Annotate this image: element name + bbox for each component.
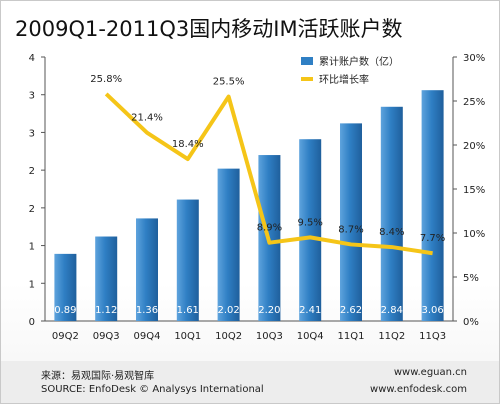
bar-value-label: 2.20 bbox=[258, 305, 280, 316]
growth-rate-label: 25.5% bbox=[213, 77, 245, 88]
bar-09Q2 bbox=[54, 253, 77, 321]
left-tick-label: 2 bbox=[29, 204, 35, 215]
growth-rate-label: 8.4% bbox=[379, 227, 404, 238]
right-tick-label: 25% bbox=[463, 97, 485, 108]
legend-line-label: 环比增长率 bbox=[319, 73, 369, 86]
bar-value-label: 2.62 bbox=[340, 305, 362, 316]
right-tick-label: 30% bbox=[463, 53, 485, 64]
bar-value-label: 2.41 bbox=[299, 305, 321, 316]
category-label: 10Q1 bbox=[174, 331, 201, 342]
growth-rate-label: 8.9% bbox=[257, 223, 282, 234]
url-enfodesk: www.enfodesk.com bbox=[370, 384, 467, 395]
footer-band bbox=[1, 361, 499, 403]
chart-title: 2009Q1-2011Q3国内移动IM活跃账户数 bbox=[15, 17, 403, 41]
chart-svg: 0 1 1 2 2 3 3 4 0% 5% 10% 15% 20% 25% 30% 0.89 09Q2 1.12 0… bbox=[29, 53, 486, 342]
source-cn: 来源：易观国际·易观智库 bbox=[41, 371, 155, 382]
category-label: 10Q2 bbox=[215, 331, 242, 342]
category-label: 11Q3 bbox=[419, 331, 446, 342]
bar-11Q1 bbox=[340, 123, 362, 322]
bar-11Q3 bbox=[421, 90, 444, 321]
category-label: 09Q4 bbox=[134, 331, 161, 342]
right-tick-label: 5% bbox=[463, 273, 479, 284]
right-tick-label: 20% bbox=[463, 141, 485, 152]
left-tick-label: 4 bbox=[29, 53, 35, 64]
growth-rate-label: 8.7% bbox=[338, 224, 363, 235]
growth-rate-label: 7.7% bbox=[420, 233, 445, 244]
bar-10Q4 bbox=[299, 139, 322, 321]
bar-10Q2 bbox=[217, 168, 240, 321]
growth-rate-line bbox=[104, 92, 433, 256]
growth-rate-label: 9.5% bbox=[297, 217, 322, 228]
right-tick-label: 15% bbox=[463, 185, 485, 196]
bar-value-label: 1.12 bbox=[95, 305, 117, 316]
bar-value-label: 2.84 bbox=[381, 305, 403, 316]
source-en: SOURCE: EnfoDesk © Analysys Internationa… bbox=[41, 384, 264, 395]
growth-rate-label: 25.8% bbox=[90, 74, 122, 85]
bar-value-label: 3.06 bbox=[421, 305, 443, 316]
right-tick-label: 0% bbox=[463, 317, 479, 328]
category-label: 10Q4 bbox=[297, 331, 324, 342]
left-tick-label: 1 bbox=[29, 242, 35, 253]
legend-bar-swatch bbox=[301, 57, 313, 65]
left-tick-label: 2 bbox=[29, 166, 35, 177]
bar-11Q2 bbox=[380, 106, 403, 321]
category-label: 09Q2 bbox=[52, 331, 79, 342]
left-tick-label: 1 bbox=[29, 279, 35, 290]
growth-rate-label: 21.4% bbox=[131, 113, 163, 124]
bar-value-label: 0.89 bbox=[54, 305, 76, 316]
url-eguan: www.eguan.cn bbox=[393, 367, 467, 378]
bar-09Q3 bbox=[95, 236, 118, 321]
legend-bar-label: 累计账户数（亿） bbox=[319, 55, 399, 68]
bar-09Q4 bbox=[136, 218, 158, 321]
category-label: 10Q3 bbox=[256, 331, 283, 342]
category-label: 09Q3 bbox=[93, 331, 120, 342]
bar-10Q1 bbox=[176, 199, 199, 321]
growth-rate-label: 18.4% bbox=[172, 139, 204, 150]
left-tick-label: 3 bbox=[29, 128, 35, 139]
bar-value-label: 1.61 bbox=[177, 305, 199, 316]
right-tick-label: 10% bbox=[463, 229, 485, 240]
category-label: 11Q2 bbox=[378, 331, 405, 342]
left-tick-label: 3 bbox=[29, 91, 35, 102]
category-label: 11Q1 bbox=[338, 331, 365, 342]
bar-value-label: 1.36 bbox=[136, 305, 158, 316]
bar-value-label: 2.02 bbox=[217, 305, 239, 316]
left-tick-label: 0 bbox=[29, 317, 35, 328]
